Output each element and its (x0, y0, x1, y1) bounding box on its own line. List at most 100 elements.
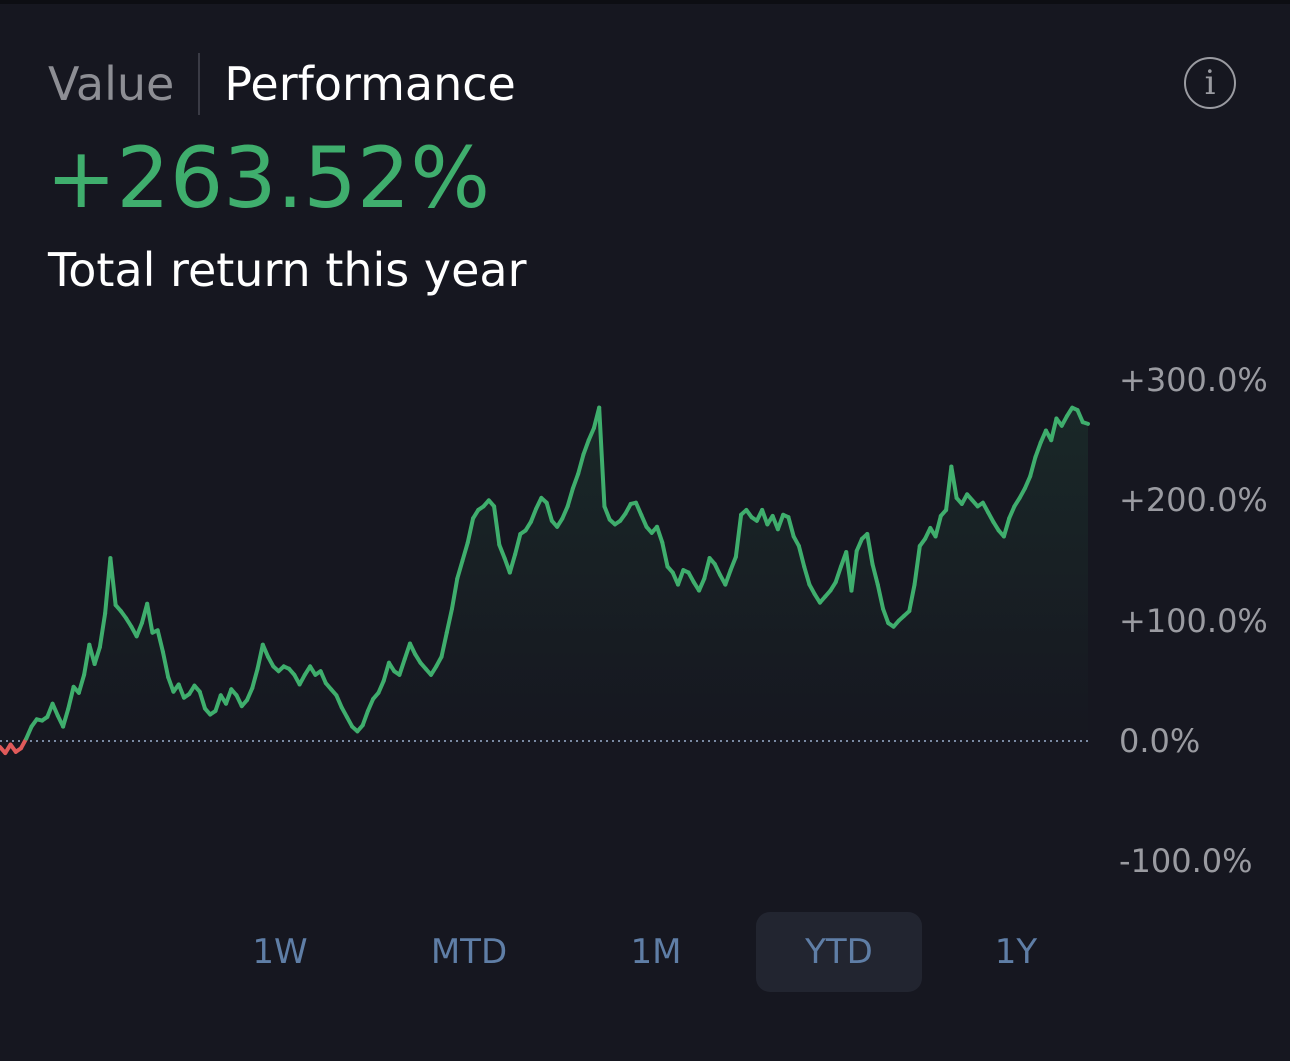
view-tabs: Value Performance (48, 52, 516, 116)
series-line-segment (397, 657, 407, 677)
series-line-segment (854, 536, 864, 553)
range-1y-button[interactable]: 1Y (994, 932, 1038, 972)
series-line-segment (849, 548, 859, 593)
series-line-segment (108, 556, 118, 608)
series-line-segment (639, 512, 649, 529)
series-line-segment (455, 558, 465, 581)
series-line-segment (134, 621, 144, 639)
total-return-subtitle: Total return this year (48, 243, 527, 297)
series-line-segment (334, 693, 344, 710)
tab-performance[interactable]: Performance (224, 57, 516, 111)
series-line-segment (1007, 504, 1017, 521)
series-line-segment (360, 708, 370, 728)
series-line-segment (92, 645, 102, 666)
time-range-selector: 1W MTD 1M YTD 1Y (0, 912, 1290, 992)
series-line-segment (802, 564, 812, 587)
series-line-segment (50, 701, 60, 718)
series-line-segment (597, 405, 607, 509)
series-line-segment (723, 568, 733, 587)
series-line-segment (565, 486, 575, 509)
series-line-segment (213, 693, 223, 713)
series-line-segment (1022, 474, 1033, 491)
series-line-segment (633, 500, 644, 517)
series-line-segment (255, 642, 265, 671)
series-line-segment (796, 544, 807, 569)
tab-value[interactable]: Value (48, 57, 175, 111)
series-line-segment (460, 540, 470, 563)
series-line-segment (660, 540, 670, 569)
series-line-segment (733, 512, 744, 559)
series-line-segment (497, 542, 507, 561)
chart-area-fill (0, 407, 1088, 741)
range-mtd-button[interactable]: MTD (430, 932, 508, 972)
series-line-segment (1049, 416, 1059, 443)
series-line-segment (775, 512, 786, 532)
series-line-segment (560, 504, 570, 521)
series-line-segment (875, 582, 886, 611)
series-line-segment (1001, 516, 1012, 539)
series-line-segment (655, 524, 665, 545)
info-icon-glyph: i (1204, 63, 1216, 103)
y-tick-label: +300.0% (1119, 361, 1268, 399)
series-line-segment (1075, 408, 1085, 425)
series-line-segment (250, 666, 260, 691)
series-line-segment (602, 504, 612, 522)
range-ytd-button[interactable]: YTD (756, 912, 922, 992)
series-line-segment (224, 687, 234, 706)
series-line-segment (82, 642, 92, 677)
top-edge-bar (0, 0, 1290, 4)
series-line-segment (24, 724, 34, 741)
series-line-segment (786, 515, 796, 539)
series-line-segment (933, 513, 943, 539)
series-line-segment (944, 464, 954, 512)
series-line-segment (407, 641, 418, 657)
series-line-segment (728, 554, 738, 573)
series-line-segment (513, 532, 523, 557)
series-line-segment (949, 464, 959, 500)
series-line-segment (697, 576, 707, 593)
series-line-segment (581, 438, 591, 457)
range-1m-button[interactable]: 1M (630, 932, 682, 972)
series-line-segment (145, 601, 155, 635)
series-line-segment (492, 504, 502, 547)
series-line-segment (881, 606, 891, 626)
tab-divider (198, 53, 201, 115)
series-line-segment (712, 562, 723, 577)
series-line-segment (176, 682, 186, 700)
series-line-segment (465, 516, 476, 545)
series-line-segment (381, 660, 391, 683)
series-line-segment (576, 452, 586, 476)
series-line-segment (61, 706, 71, 729)
y-tick-label: -100.0% (1119, 842, 1253, 881)
series-line-segment (1028, 455, 1038, 479)
series-line-segment (833, 564, 843, 585)
series-line-segment (544, 500, 554, 523)
series-line-segment (586, 426, 596, 443)
series-line-segment (528, 506, 539, 524)
series-line-segment (702, 556, 712, 581)
series-line-segment (907, 582, 917, 614)
series-line-segment (439, 630, 449, 659)
series-line-segment (870, 562, 880, 587)
series-line-segment (912, 544, 922, 587)
series-line-segment (1033, 440, 1043, 460)
series-line-segment (365, 696, 376, 713)
total-return-value: +263.52% (46, 129, 491, 227)
series-line-segment (318, 669, 328, 686)
series-line-segment (676, 568, 686, 587)
info-icon[interactable]: i (1184, 57, 1236, 109)
series-line-segment (160, 649, 171, 680)
series-line-segment (76, 672, 87, 695)
y-tick-label: +100.0% (1119, 601, 1268, 640)
series-line-segment (1080, 420, 1090, 426)
series-line-segment (444, 606, 455, 635)
range-1w-button[interactable]: 1W (252, 932, 308, 972)
series-line-segment (760, 507, 770, 527)
series-line-segment (450, 576, 460, 611)
series-line-segment (507, 552, 518, 575)
series-line-segment (376, 678, 386, 695)
y-tick-label: 0.0% (1119, 722, 1201, 760)
y-tick-label: +200.0% (1119, 481, 1268, 520)
series-line-segment (197, 689, 207, 711)
series-line-segment (260, 642, 271, 659)
